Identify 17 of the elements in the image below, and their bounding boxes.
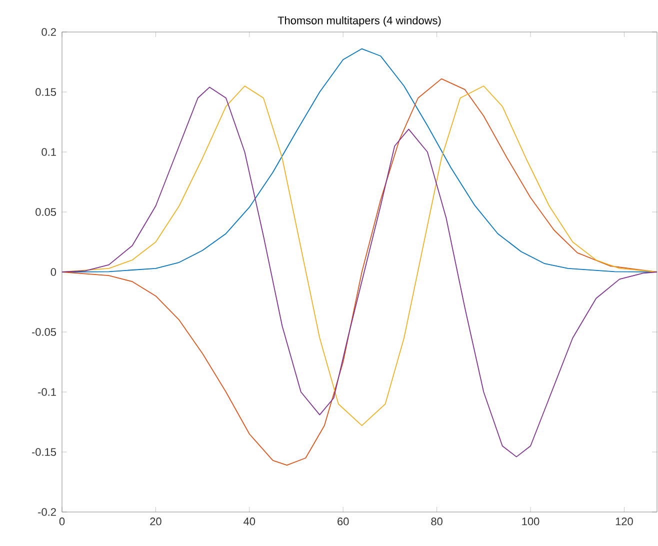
x-tick-label: 0 — [59, 518, 65, 526]
y-tick-label: 0 — [50, 268, 56, 276]
x-tick-label: 80 — [431, 518, 442, 526]
x-tick-label: 60 — [338, 518, 349, 526]
y-tick-label: 0.1 — [42, 148, 56, 156]
chart-title: Thomson multitapers (4 windows) — [278, 16, 441, 26]
y-tick-label: 0.05 — [36, 208, 56, 216]
y-tick-label: -0.2 — [38, 508, 56, 516]
x-tick-label: 120 — [616, 518, 633, 526]
y-tick-label: -0.15 — [32, 448, 56, 456]
y-tick-label: 0.15 — [36, 88, 56, 96]
y-tick-label: -0.1 — [38, 388, 56, 396]
x-tick-label: 40 — [244, 518, 256, 526]
y-tick-label: 0.2 — [42, 28, 56, 36]
x-tick-label: 20 — [150, 518, 162, 526]
y-tick-label: -0.05 — [32, 328, 56, 336]
x-tick-label: 100 — [522, 518, 540, 526]
